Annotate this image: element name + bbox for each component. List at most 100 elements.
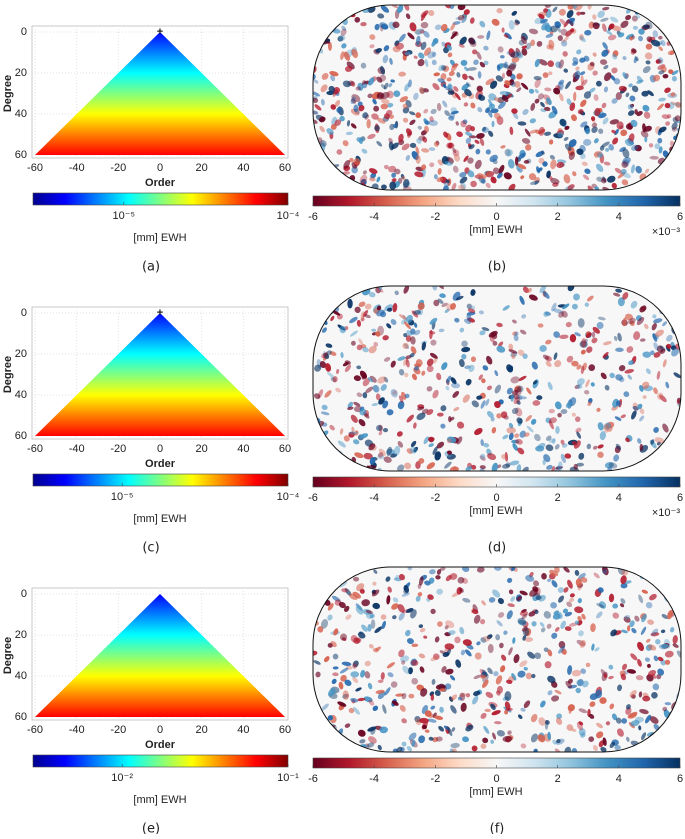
map-blob (547, 578, 552, 582)
map-blob (511, 439, 520, 444)
map-blob (492, 167, 500, 175)
map-blob (525, 42, 532, 50)
map-blob (392, 597, 399, 603)
map-blob (566, 98, 572, 106)
map-blob (518, 375, 527, 381)
map-blob (618, 85, 627, 92)
map-blob (408, 667, 413, 675)
map-blob (667, 609, 674, 620)
map-blob (434, 451, 442, 461)
map-blob (432, 389, 439, 399)
map-blob (526, 288, 533, 294)
map-blob (381, 98, 390, 105)
map-blob (479, 138, 485, 146)
map-blob (398, 33, 406, 43)
colorbar-tick-label: 0 (493, 211, 499, 223)
map-blob (517, 619, 527, 626)
map-blob (630, 164, 635, 174)
map-blob (583, 126, 590, 134)
map-blob (589, 61, 595, 67)
map-blob (480, 400, 486, 409)
map-blob (571, 412, 576, 417)
map-blob (653, 427, 659, 433)
map-blob (556, 25, 561, 33)
map-blob (568, 151, 576, 160)
map-blob (446, 303, 453, 311)
map-blob (355, 86, 362, 91)
x-tick-label: -60 (27, 443, 43, 455)
map-blob (591, 122, 598, 128)
map-blob (551, 580, 558, 588)
map-blob (512, 331, 518, 336)
map-blob (543, 611, 552, 619)
map-blob (381, 620, 386, 630)
map-blob (621, 718, 628, 724)
map-blob (443, 185, 449, 190)
map-blob (467, 170, 475, 178)
map-blob (500, 145, 506, 149)
map-blob (418, 735, 426, 744)
y-tick-label: 40 (15, 389, 27, 401)
colorbar-tick-label: 4 (616, 492, 622, 504)
map-blob (519, 430, 526, 438)
map-blob (451, 182, 457, 190)
map-blob (506, 69, 513, 77)
map-blob (470, 464, 477, 470)
map-blob (367, 624, 372, 632)
map-blob (369, 44, 375, 49)
map-blob (486, 385, 492, 391)
map-blob (446, 453, 456, 460)
map-blob (382, 427, 389, 433)
map-blob (328, 451, 334, 458)
map-blob (653, 342, 659, 351)
map-blob (370, 727, 376, 735)
map-blob (326, 461, 331, 467)
map-blob (491, 462, 498, 471)
map-blob (636, 317, 645, 326)
map-blob (639, 708, 649, 715)
map-blob (500, 55, 505, 59)
map-blob (645, 714, 652, 724)
map-blob (506, 51, 511, 55)
map-blob (486, 634, 493, 640)
map-blob (517, 617, 527, 625)
map-blob (599, 697, 607, 704)
map-blob (356, 365, 362, 370)
map-blob (664, 465, 672, 470)
map-blob (317, 149, 322, 158)
map-blob (397, 604, 405, 613)
map-blob (642, 5, 648, 16)
map-blob (379, 726, 388, 734)
panel: -6 -4 -2 0 2 4 6[mm] EWH ×10⁻³(b) (308, 4, 683, 275)
x-tick-label: 60 (279, 443, 291, 455)
x-tick-label: -60 (27, 162, 43, 174)
map-blob (488, 130, 494, 137)
map-blob (405, 314, 413, 323)
map-blob (459, 171, 467, 178)
map-blob (534, 78, 541, 89)
map-blob (581, 680, 589, 688)
map-blob (499, 90, 509, 96)
map-blob (504, 80, 511, 86)
map-blob (597, 587, 604, 593)
map-blob (512, 319, 517, 324)
map-blob (472, 49, 478, 55)
map-blob (406, 746, 413, 752)
map-blob (488, 597, 496, 603)
map-blob (580, 668, 586, 674)
map-blob (652, 30, 659, 38)
map-blob (571, 114, 577, 122)
map-blob (580, 79, 588, 87)
map-blob (372, 581, 377, 586)
map-blob (539, 622, 545, 628)
map-blob (497, 612, 505, 618)
map-blob (374, 23, 380, 31)
map-blob (434, 715, 444, 720)
map-blob (578, 721, 584, 726)
map-blob (404, 372, 409, 378)
map-blob (342, 362, 349, 367)
map-blob (563, 587, 569, 593)
map-blob (592, 22, 600, 30)
map-blob (448, 415, 452, 423)
map-blob (389, 57, 393, 65)
